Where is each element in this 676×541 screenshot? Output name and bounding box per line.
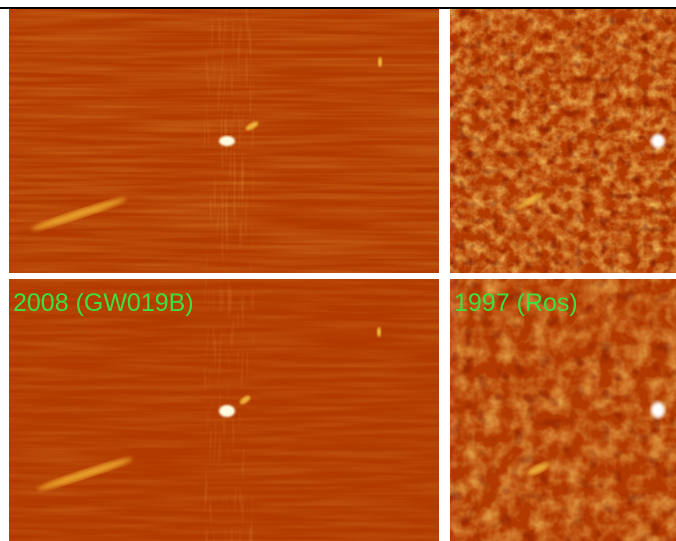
radio-map-top-right: [450, 9, 676, 273]
bright-core: [219, 136, 235, 146]
top-rule: [0, 7, 676, 9]
jet-emission: [516, 192, 544, 210]
jet-emission: [37, 458, 133, 490]
radio-sources: [526, 402, 665, 476]
image-panel-top-left: [9, 9, 439, 273]
image-panel-top-right: [450, 9, 676, 273]
jet-emission: [31, 198, 127, 230]
radio-sources: [516, 134, 665, 210]
compact-source: [378, 57, 382, 67]
bright-core: [651, 402, 665, 418]
bright-core: [651, 134, 665, 148]
image-panel-bottom-left: 2008 (GW019B): [9, 279, 439, 541]
radio-map-bottom-left: [9, 279, 439, 541]
radio-map-bottom-right: [450, 279, 676, 541]
compact-source: [377, 327, 381, 337]
knot: [239, 395, 251, 405]
radio-map-top-left: [9, 9, 439, 273]
radio-sources: [37, 327, 381, 490]
radio-sources: [31, 57, 382, 230]
bright-core: [219, 405, 235, 417]
panel-label-bottom-right: 1997 (Ros): [454, 289, 578, 317]
image-panel-bottom-right: 1997 (Ros): [450, 279, 676, 541]
panel-label-bottom-left: 2008 (GW019B): [13, 289, 194, 317]
knot: [245, 121, 259, 131]
jet-emission: [526, 462, 550, 476]
